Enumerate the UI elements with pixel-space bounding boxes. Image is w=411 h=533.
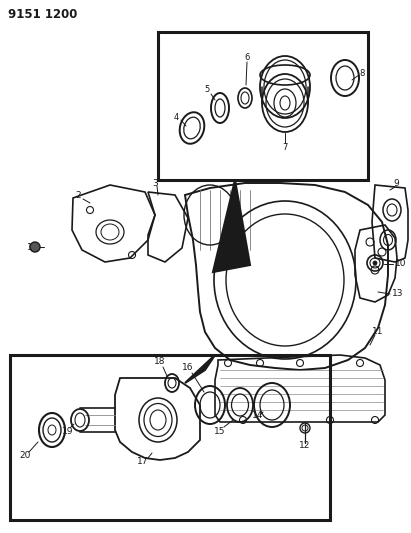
Text: 6: 6 (244, 52, 250, 61)
Circle shape (373, 261, 377, 265)
Text: 2: 2 (75, 191, 81, 200)
Text: 5: 5 (204, 85, 210, 94)
Bar (158, 32, 368, 180)
Text: 8: 8 (359, 69, 365, 77)
Circle shape (30, 242, 40, 252)
Text: 7: 7 (282, 143, 288, 152)
Text: 10: 10 (395, 260, 406, 269)
Polygon shape (185, 355, 215, 383)
Text: 16: 16 (182, 364, 194, 373)
Text: 19: 19 (62, 427, 74, 437)
Text: 14: 14 (252, 410, 264, 419)
Text: 18: 18 (154, 358, 166, 367)
Text: 12: 12 (299, 441, 311, 450)
Text: 13: 13 (392, 289, 404, 298)
Bar (10, 355, 330, 520)
Text: 1: 1 (27, 244, 33, 253)
Polygon shape (213, 180, 250, 272)
Text: 20: 20 (19, 451, 31, 461)
Text: 11: 11 (372, 327, 384, 336)
Text: 9151 1200: 9151 1200 (8, 9, 77, 21)
Text: 17: 17 (137, 457, 149, 466)
Text: 9: 9 (393, 180, 399, 189)
Text: 15: 15 (214, 427, 226, 437)
Text: 3: 3 (152, 179, 158, 188)
Text: 4: 4 (173, 112, 179, 122)
